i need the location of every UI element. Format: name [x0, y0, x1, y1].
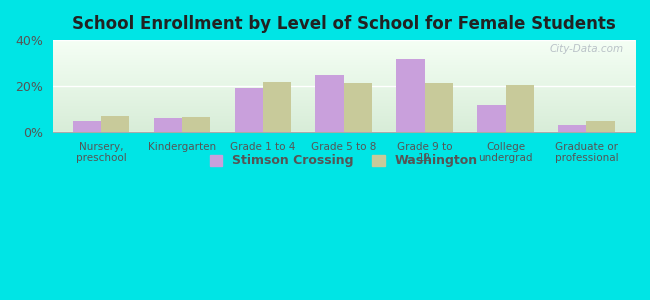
Bar [73, 121, 101, 132]
Bar [558, 125, 586, 132]
Bar [506, 85, 534, 132]
Bar [182, 117, 211, 132]
Bar [344, 83, 372, 132]
Bar [101, 116, 129, 132]
Bar [424, 83, 453, 132]
Bar [235, 88, 263, 132]
Bar [153, 118, 182, 132]
Bar [477, 104, 506, 132]
Title: School Enrollment by Level of School for Female Students: School Enrollment by Level of School for… [72, 15, 616, 33]
Text: City-Data.com: City-Data.com [549, 44, 623, 54]
Bar [396, 58, 424, 132]
Bar [315, 75, 344, 132]
Legend: Stimson Crossing, Washington: Stimson Crossing, Washington [203, 148, 484, 174]
Bar [263, 82, 291, 132]
Bar [586, 121, 615, 132]
